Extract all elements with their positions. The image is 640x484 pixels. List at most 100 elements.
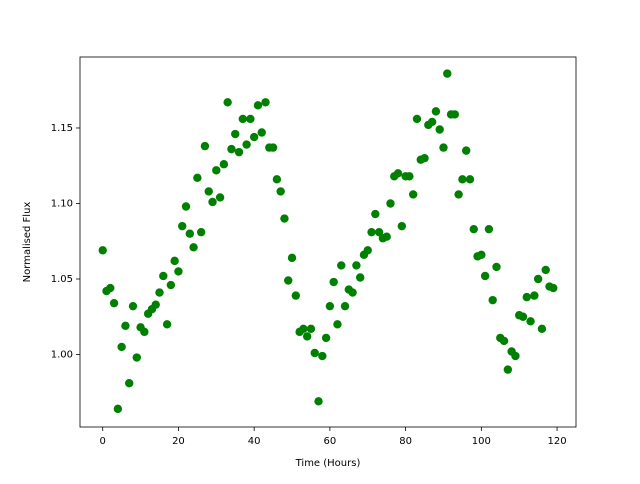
point	[499, 336, 509, 346]
point	[140, 327, 149, 337]
point	[333, 320, 342, 329]
point	[393, 169, 403, 178]
point	[530, 291, 539, 300]
point	[204, 187, 213, 196]
point	[287, 253, 297, 263]
point	[363, 246, 372, 255]
point	[159, 271, 168, 281]
x-tick-label: 40	[248, 436, 261, 447]
point	[125, 379, 134, 388]
point	[382, 232, 391, 241]
point	[170, 256, 179, 266]
point	[522, 292, 531, 302]
point	[352, 261, 361, 270]
point	[371, 209, 380, 219]
point	[549, 283, 558, 293]
x-tick-label: 60	[324, 436, 337, 447]
point	[302, 332, 312, 341]
point	[253, 101, 263, 110]
point	[193, 173, 202, 183]
point	[227, 144, 236, 154]
point	[427, 117, 437, 127]
x-tick-label: 0	[100, 436, 106, 447]
point	[367, 227, 376, 237]
x-tick-label: 100	[472, 436, 491, 447]
point	[284, 276, 293, 285]
point	[113, 404, 123, 414]
point	[310, 348, 319, 358]
point	[249, 132, 259, 142]
point	[503, 365, 513, 374]
point	[511, 351, 520, 361]
point	[374, 227, 384, 237]
point	[261, 98, 270, 107]
x-tick-label: 80	[399, 436, 412, 447]
point	[314, 397, 323, 406]
point	[155, 288, 164, 297]
point	[181, 202, 191, 211]
point	[355, 273, 365, 282]
plot-frame	[79, 56, 577, 428]
point	[219, 160, 229, 169]
point	[200, 141, 210, 151]
point	[306, 324, 316, 334]
point	[151, 300, 160, 309]
point	[420, 153, 429, 163]
point	[196, 227, 206, 237]
point	[215, 193, 225, 202]
x-axis-label: Time (Hours)	[295, 458, 361, 469]
point	[518, 312, 528, 321]
point	[397, 221, 407, 231]
point	[162, 320, 172, 329]
point	[178, 221, 187, 231]
point	[439, 143, 448, 152]
x-tick-label: 20	[172, 436, 185, 447]
point	[276, 187, 285, 196]
point	[480, 271, 490, 281]
x-tick-label: 120	[548, 436, 567, 447]
point	[208, 197, 217, 207]
point	[299, 324, 308, 334]
point	[291, 291, 301, 300]
point	[541, 265, 550, 275]
point	[329, 277, 338, 287]
point	[185, 229, 195, 238]
point	[484, 224, 494, 234]
point	[408, 190, 418, 199]
point	[117, 342, 126, 352]
point	[431, 107, 441, 116]
point	[469, 224, 478, 234]
point	[166, 280, 176, 290]
point	[174, 267, 183, 276]
point	[121, 321, 130, 331]
point	[189, 243, 198, 252]
point	[488, 295, 497, 305]
point	[458, 175, 467, 184]
point	[98, 246, 107, 255]
point	[257, 128, 266, 137]
point	[526, 317, 535, 326]
point	[348, 288, 357, 297]
point	[340, 301, 350, 311]
point	[132, 353, 141, 362]
point	[234, 147, 244, 157]
point	[109, 298, 119, 308]
point	[412, 114, 422, 124]
point	[533, 274, 543, 284]
y-tick-label: 1.05	[51, 274, 73, 285]
point	[386, 199, 395, 208]
point	[450, 110, 460, 119]
y-tick-label: 1.15	[51, 123, 73, 134]
point	[405, 172, 414, 181]
point	[246, 114, 255, 124]
point	[242, 140, 251, 149]
point	[318, 351, 327, 361]
point	[238, 114, 248, 124]
point	[106, 283, 115, 293]
point	[537, 324, 547, 334]
point	[231, 129, 240, 139]
point	[461, 146, 471, 155]
point	[337, 261, 346, 270]
